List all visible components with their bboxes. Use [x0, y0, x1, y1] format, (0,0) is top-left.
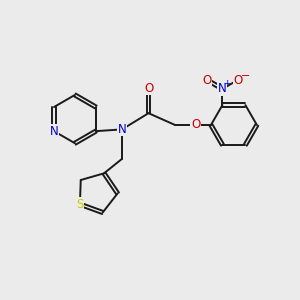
Text: −: − — [241, 70, 251, 81]
Text: S: S — [76, 198, 84, 211]
Text: O: O — [202, 74, 212, 87]
Text: O: O — [144, 82, 153, 95]
Text: +: + — [223, 79, 230, 88]
Text: N: N — [50, 125, 58, 138]
Text: N: N — [118, 123, 126, 136]
Text: N: N — [218, 82, 227, 95]
Text: O: O — [191, 118, 200, 131]
Text: O: O — [233, 74, 242, 87]
